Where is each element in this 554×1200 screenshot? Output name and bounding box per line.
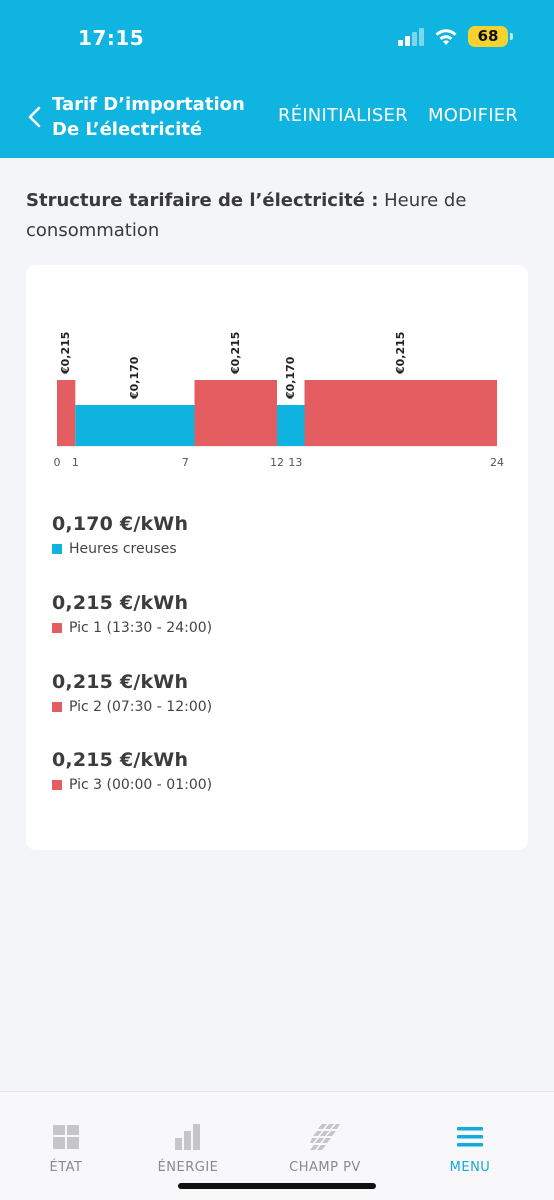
- bar-price-label: €0,215: [394, 332, 407, 375]
- wifi-icon: [435, 28, 457, 45]
- status-icons: 68: [398, 26, 513, 47]
- legend-price: 0,215 €/kWh: [52, 671, 189, 693]
- tab-label: ÉTAT: [49, 1160, 83, 1175]
- tariff-structure-value: Heure de consommation: [26, 190, 467, 241]
- tab-label: MENU: [449, 1160, 491, 1175]
- tariff-bar-peak: [304, 380, 497, 446]
- bar-price-label: €0,215: [229, 332, 242, 375]
- bar-chart-icon: [175, 1124, 200, 1150]
- legend-item: 0,215 €/kWh Pic 3 (00:00 - 01:00): [52, 749, 352, 793]
- page-title: Tarif D’importation De L’électricité: [52, 94, 245, 140]
- tariff-timeline-chart: €0,215 €0,170 €0,215 €0,170 €0,215 0 1 7 12 13 24: [54, 332, 505, 469]
- bottom-tab-bar: ÉTAT ÉNERGIE CHAMP PV MENU: [0, 1091, 554, 1200]
- tariff-structure-label: Structure tarifaire de l’électricité :: [26, 190, 379, 211]
- tariff-card: €0,215 €0,170 €0,215 €0,170 €0,215 0 1 7 12 13 24 …: [26, 265, 528, 850]
- navigation-bar: Tarif D’importation De L’électricité RÉI…: [0, 86, 554, 148]
- x-tick-label: 12: [270, 456, 284, 469]
- legend-label: Heures creuses: [69, 541, 177, 557]
- x-tick-label: 0: [54, 456, 61, 469]
- bar-price-label: €0,215: [59, 332, 72, 375]
- legend-swatch: [52, 544, 62, 554]
- legend-description: Pic 3 (00:00 - 01:00): [52, 777, 352, 793]
- x-tick-label: 1: [72, 456, 79, 469]
- tab-label: ÉNERGIE: [157, 1160, 219, 1175]
- legend-description: Heures creuses: [52, 541, 352, 557]
- tariff-structure: Structure tarifaire de l’électricité : H…: [26, 186, 526, 246]
- legend-item: 0,170 €/kWh Heures creuses: [52, 513, 352, 557]
- legend-price: 0,170 €/kWh: [52, 513, 189, 535]
- legend-label: Pic 3 (00:00 - 01:00): [69, 777, 213, 793]
- legend-label: Pic 1 (13:30 - 24:00): [69, 620, 213, 636]
- tariff-bar-peak: [194, 380, 277, 446]
- status-bar: 17:15 68: [0, 0, 554, 80]
- app-header: 17:15 68 Tarif D’importation De L’électr…: [0, 0, 554, 158]
- bar-price-label: €0,170: [284, 356, 297, 400]
- legend-swatch: [52, 780, 62, 790]
- grid-icon: [53, 1125, 79, 1149]
- tab-etat[interactable]: ÉTAT: [6, 1092, 126, 1182]
- tab-champ-pv[interactable]: CHAMP PV: [265, 1092, 385, 1182]
- tariff-bar-offpeak: [75, 405, 195, 446]
- tab-label: CHAMP PV: [289, 1160, 361, 1175]
- legend-description: Pic 1 (13:30 - 24:00): [52, 620, 352, 636]
- tariff-bar-offpeak: [277, 405, 305, 446]
- battery-indicator: 68: [468, 26, 513, 47]
- menu-icon: [457, 1127, 483, 1147]
- legend-item: 0,215 €/kWh Pic 1 (13:30 - 24:00): [52, 592, 352, 636]
- legend-label: Pic 2 (07:30 - 12:00): [69, 699, 213, 715]
- modify-button[interactable]: MODIFIER: [428, 105, 519, 126]
- cellular-signal-icon: [398, 27, 424, 46]
- legend-description: Pic 2 (07:30 - 12:00): [52, 699, 352, 715]
- legend-swatch: [52, 623, 62, 633]
- bar-price-label: €0,170: [128, 356, 141, 400]
- tariff-bar-peak: [57, 380, 76, 446]
- legend-item: 0,215 €/kWh Pic 2 (07:30 - 12:00): [52, 671, 352, 715]
- reset-button[interactable]: RÉINITIALISER: [278, 105, 408, 126]
- legend-price: 0,215 €/kWh: [52, 749, 189, 771]
- status-time: 17:15: [78, 26, 145, 50]
- x-tick-label: 13: [288, 456, 302, 469]
- legend-swatch: [52, 702, 62, 712]
- x-tick-label: 7: [182, 456, 189, 469]
- home-indicator: [178, 1183, 376, 1189]
- tab-energie[interactable]: ÉNERGIE: [128, 1092, 248, 1182]
- legend-price: 0,215 €/kWh: [52, 592, 189, 614]
- solar-panel-icon: [310, 1124, 340, 1150]
- back-chevron-icon[interactable]: [22, 102, 48, 132]
- x-tick-label: 24: [490, 456, 504, 469]
- tab-menu[interactable]: MENU: [410, 1092, 530, 1182]
